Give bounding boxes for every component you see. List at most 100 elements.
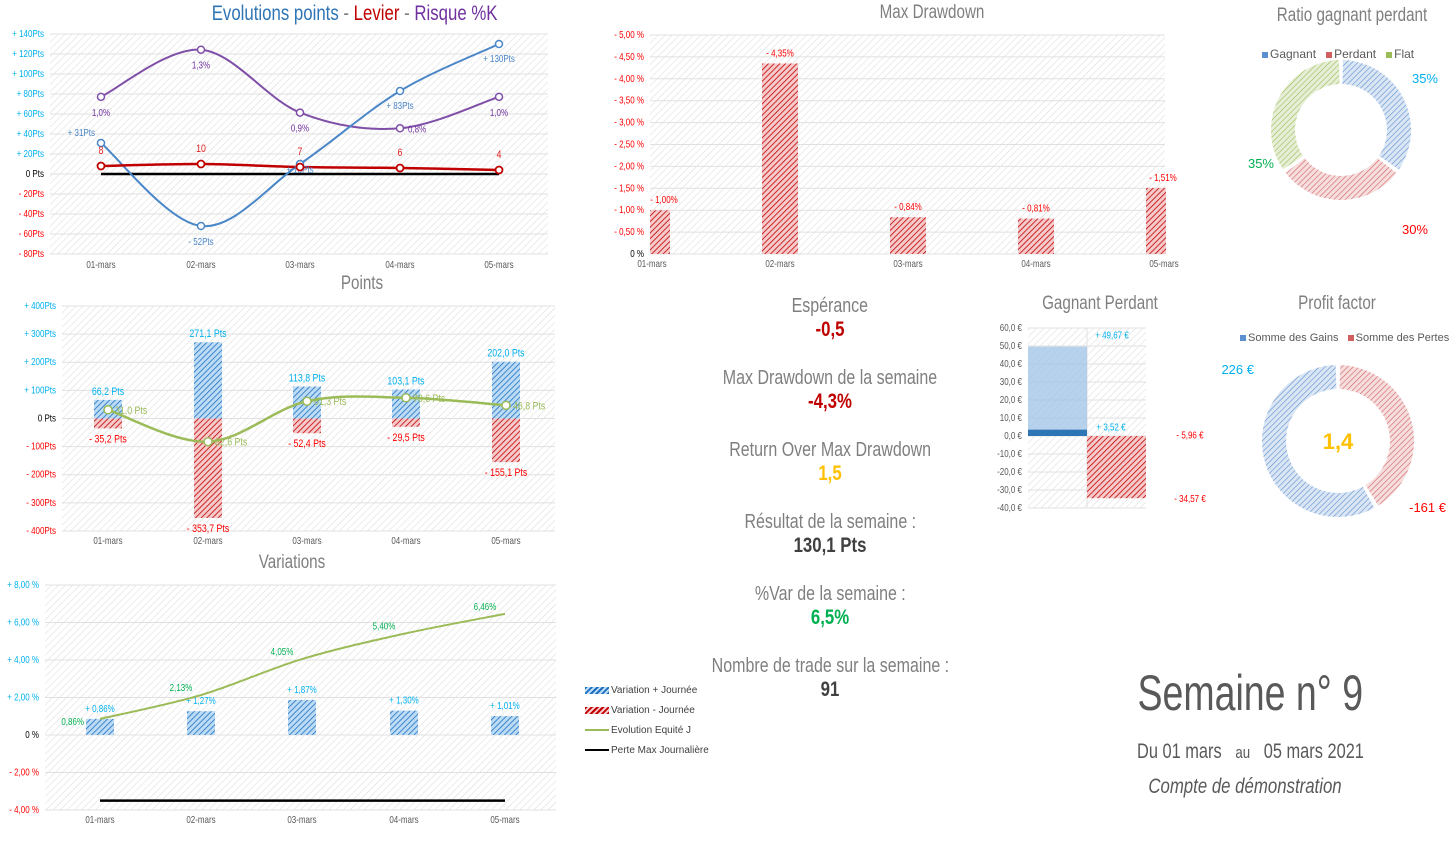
ratio-label: 30% xyxy=(1402,222,1428,237)
levier-label: 4 xyxy=(497,149,502,161)
variation-label: + 1,87% xyxy=(287,684,317,695)
y-tick-label: -30,0 € xyxy=(997,484,1022,495)
legend-equity: Evolution Equité J xyxy=(585,720,709,740)
risque-label: 1,0% xyxy=(92,107,110,118)
levier-point xyxy=(295,162,305,172)
y-tick-label: + 2,00 % xyxy=(7,692,39,703)
y-tick-label: + 60Pts xyxy=(17,108,45,119)
loss-label: - 29,5 Pts xyxy=(387,432,425,444)
legend-perte-max: Perte Max Journalière xyxy=(585,740,709,760)
y-tick-label: + 120Pts xyxy=(12,48,44,59)
ratio-label: 35% xyxy=(1248,156,1274,171)
x-tick-label: 02-mars xyxy=(193,535,223,546)
gains-slice xyxy=(1261,365,1375,517)
y-tick-label: - 400Pts xyxy=(26,525,56,536)
stat-trades: Nombre de trade sur la semaine :91 xyxy=(711,655,949,701)
drawdown-bar xyxy=(890,217,926,254)
x-tick-label: 01-mars xyxy=(637,258,667,269)
y-tick-label: 0 % xyxy=(25,729,39,740)
y-tick-label: - 4,00 % xyxy=(9,804,39,815)
points-point xyxy=(196,221,206,231)
y-tick-label: + 6,00 % xyxy=(7,617,39,628)
y-tick-label: 0,0 € xyxy=(1004,430,1022,441)
y-tick-label: - 2,00 % xyxy=(614,161,644,172)
points-label: - 52Pts xyxy=(188,236,214,247)
loss-bar xyxy=(293,418,321,434)
y-tick-label: 10,0 € xyxy=(1000,412,1022,423)
variations-chart-title: Variations xyxy=(258,552,326,573)
levier-label: 10 xyxy=(196,143,206,155)
y-tick-label: - 4,50 % xyxy=(614,51,644,62)
loss-bar xyxy=(492,418,520,463)
y-tick-label: 30,0 € xyxy=(1000,376,1022,387)
legend-gains: Somme des Gains xyxy=(1240,332,1338,344)
legend-pertes: Somme des Pertes xyxy=(1347,332,1449,344)
variation-label: + 1,30% xyxy=(389,695,419,706)
y-tick-label: - 20Pts xyxy=(19,188,45,199)
points-label: + 83Pts xyxy=(386,100,414,111)
gain-max-label: + 49,67 € xyxy=(1095,330,1129,341)
loss-label: - 52,4 Pts xyxy=(288,438,326,450)
ratio-slice xyxy=(1285,158,1397,201)
y-tick-label: + 40Pts xyxy=(17,128,45,139)
points-label: + 31Pts xyxy=(68,127,96,138)
net-label: 82,6 Pts xyxy=(215,437,247,449)
legend-var-minus: Variation - Journée xyxy=(585,700,709,720)
x-tick-label: 02-mars xyxy=(186,814,216,825)
week-to: 05 mars 2021 xyxy=(1263,740,1364,763)
gain-label: 103,1 Pts xyxy=(387,376,424,388)
variation-bar xyxy=(86,718,114,735)
y-tick-label: - 80Pts xyxy=(19,248,45,259)
net-label: 61,3 Pts xyxy=(314,396,346,408)
loss-label: - 155,1 Pts xyxy=(485,467,528,479)
y-tick-label: - 300Pts xyxy=(26,497,56,508)
y-tick-label: + 4,00 % xyxy=(7,654,39,665)
stat-value: 1,5 xyxy=(818,462,842,485)
points-chart-title: Points xyxy=(340,273,384,294)
gains-label: 226 € xyxy=(1221,362,1254,377)
variation-label: + 0,86% xyxy=(85,703,115,714)
points-point xyxy=(96,138,106,148)
gain-label: 113,8 Pts xyxy=(289,373,326,385)
drawdown-label: - 4,35% xyxy=(766,48,794,59)
y-tick-label: 60,0 € xyxy=(1000,322,1022,333)
drawdown-label: - 1,00% xyxy=(650,194,678,205)
x-tick-label: 03-mars xyxy=(287,814,317,825)
risque-point xyxy=(196,45,206,54)
y-tick-label: - 2,00 % xyxy=(9,767,39,778)
y-tick-label: + 20Pts xyxy=(17,148,45,159)
x-tick-label: 05-mars xyxy=(484,259,514,270)
risque-point xyxy=(494,92,504,102)
variation-label: + 1,01% xyxy=(490,700,520,711)
profit-factor-value: 1,4 xyxy=(1323,429,1354,454)
x-tick-label: 04-mars xyxy=(1021,258,1051,269)
y-tick-label: + 80Pts xyxy=(17,88,45,99)
week-range: Du 01 mars au 05 mars 2021 xyxy=(1100,740,1400,764)
net-label: 46,8 Pts xyxy=(513,401,545,413)
net-point xyxy=(501,400,511,411)
net-point xyxy=(302,396,312,407)
pertes-label: -161 € xyxy=(1409,500,1447,515)
stat-value: 91 xyxy=(820,678,840,701)
stat-esperance: Espérance -0,5 xyxy=(680,295,980,342)
drawdown-label: - 1,51% xyxy=(1149,172,1177,183)
x-tick-label: 05-mars xyxy=(491,535,521,546)
y-tick-label: - 1,00 % xyxy=(614,204,644,215)
y-tick-label: + 400Pts xyxy=(24,300,56,311)
net-point xyxy=(103,405,113,415)
ratio-chart-title: Ratio gagnant perdant xyxy=(1276,5,1428,26)
x-tick-label: 04-mars xyxy=(389,814,419,825)
ratio-label: 35% xyxy=(1412,71,1438,86)
loss-bar xyxy=(392,418,420,427)
x-tick-label: 03-mars xyxy=(292,535,322,546)
profit-factor-legend: Somme des Gains Somme des Pertes xyxy=(1240,332,1449,344)
equity-label: 4,05% xyxy=(271,646,294,657)
y-tick-label: - 5,00 % xyxy=(614,29,644,40)
variation-bar xyxy=(187,711,215,735)
levier-label: 7 xyxy=(298,146,303,158)
title-sep: - xyxy=(339,2,355,25)
y-tick-label: -20,0 € xyxy=(997,466,1022,477)
perte-max-bar xyxy=(1087,436,1146,499)
stat-romad: Return Over Max Drawdown 1,5 xyxy=(680,439,980,486)
equity-label: 6,46% xyxy=(474,601,497,612)
